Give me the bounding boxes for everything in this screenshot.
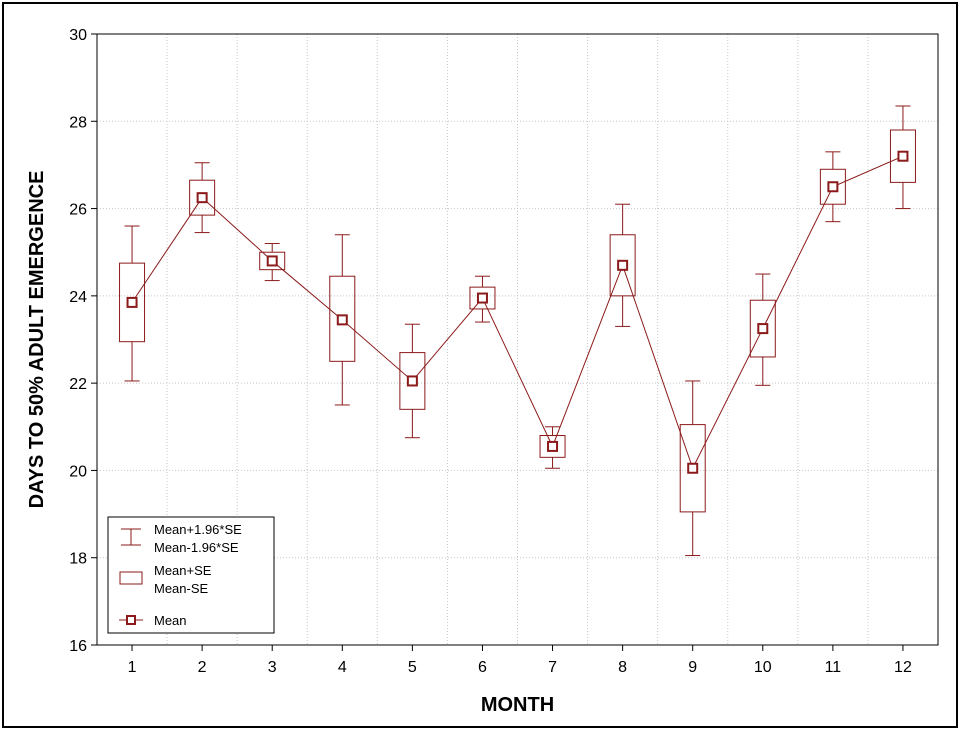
x-axis-title: MONTH <box>481 694 554 716</box>
mean-point <box>266 255 278 267</box>
mean-point <box>406 375 418 387</box>
y-tick-label: 26 <box>69 202 87 219</box>
x-tick-label: 6 <box>478 659 487 676</box>
mean-point <box>336 314 348 326</box>
grid-lines <box>97 34 938 645</box>
mean-point <box>547 440 559 452</box>
se-box <box>329 275 356 362</box>
x-tick-label: 2 <box>198 659 207 676</box>
y-tick-label: 22 <box>69 376 87 393</box>
legend-label: Mean-SE <box>154 581 209 596</box>
x-tick-label: 3 <box>268 659 277 676</box>
se-box <box>819 168 846 205</box>
y-axis-title: DAYS TO 50% ADULT EMERGENCE <box>26 171 48 509</box>
legend-box <box>107 516 275 634</box>
legend-label: Mean+1.96*SE <box>154 522 242 537</box>
x-tick-label: 11 <box>825 659 842 676</box>
mean-point <box>827 181 839 193</box>
mean-point <box>617 259 629 271</box>
mean-line <box>131 155 904 470</box>
x-tick-label: 12 <box>894 659 912 676</box>
legend-mean-symbol <box>126 615 136 625</box>
x-tick-label: 9 <box>688 659 697 676</box>
se-box <box>679 424 706 513</box>
y-tick-label: 28 <box>69 114 87 131</box>
mean-point <box>687 462 699 474</box>
x-tick-label: 4 <box>338 659 347 676</box>
y-tick-label: 20 <box>69 463 87 480</box>
mean-point <box>196 192 208 204</box>
se-box <box>119 262 146 343</box>
se-box <box>469 286 496 310</box>
se-box <box>189 179 216 216</box>
y-tick-label: 16 <box>69 638 87 655</box>
x-tick-label: 7 <box>548 659 557 676</box>
legend-box-symbol <box>119 571 143 585</box>
data-series <box>119 105 916 557</box>
se-box <box>399 352 426 410</box>
legend: Mean+1.96*SE Mean-1.96*SE Mean+SE Mean-SE Me… <box>107 516 275 634</box>
mean-point <box>897 150 909 162</box>
mean-point <box>126 296 138 308</box>
se-box <box>259 251 286 271</box>
x-tick-label: 1 <box>128 659 137 676</box>
legend-label: Mean-1.96*SE <box>154 540 239 555</box>
mean-point <box>476 292 488 304</box>
legend-label: Mean+SE <box>154 563 212 578</box>
se-box <box>749 299 776 358</box>
mean-point <box>757 323 769 335</box>
y-tick-label: 24 <box>69 289 87 306</box>
x-tick-label: 8 <box>618 659 627 676</box>
y-tick-label: 30 <box>69 27 87 44</box>
se-box <box>539 435 566 458</box>
x-tick-label: 5 <box>408 659 417 676</box>
se-box <box>889 129 916 183</box>
legend-label: Mean <box>154 613 187 628</box>
plot-area-border <box>96 33 939 646</box>
se-box <box>609 234 636 297</box>
y-tick-label: 18 <box>69 551 87 568</box>
x-tick-label: 10 <box>754 659 772 676</box>
